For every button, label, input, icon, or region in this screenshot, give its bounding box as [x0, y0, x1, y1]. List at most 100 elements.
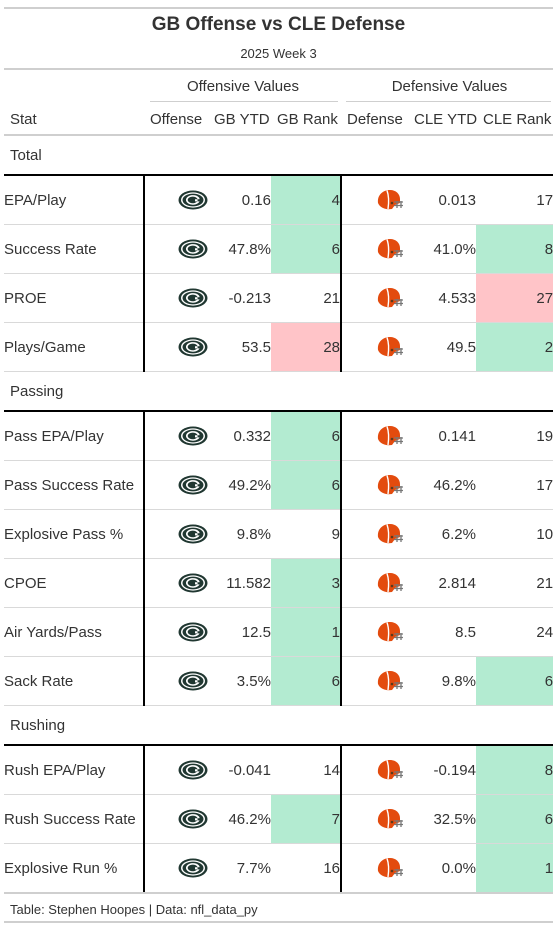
packers-logo-icon: [178, 337, 208, 357]
defense-logo-cell: [340, 794, 405, 844]
cle-ytd-value: 0.0%: [405, 843, 476, 894]
packers-logo-icon: [178, 858, 208, 878]
cle-ytd-value: 4.533: [405, 273, 476, 323]
offense-logo-cell: [143, 175, 208, 225]
cle-ytd-value: -0.194: [405, 745, 476, 795]
gb-ytd-value: 0.16: [208, 175, 271, 225]
header-rule: [4, 68, 553, 70]
cle-ytd-value: 2.814: [405, 558, 476, 608]
group-header-row: Passing: [4, 371, 554, 412]
cle-ytd-value: 0.141: [405, 411, 476, 461]
col-header-gb-ytd: GB YTD: [214, 111, 270, 128]
group-label: Total: [4, 136, 554, 176]
stat-name: Success Rate: [4, 224, 144, 274]
table-row: Pass Success Rate 49.2% 6 46.2% 17: [4, 460, 554, 510]
cle-rank-value: 21: [476, 558, 554, 608]
stat-name: Explosive Pass %: [4, 509, 144, 559]
stat-name: EPA/Play: [4, 175, 144, 225]
cle-rank-value: 8: [476, 224, 554, 274]
packers-logo-icon: [178, 190, 208, 210]
cle-rank-value: 10: [476, 509, 554, 559]
cle-rank-value: 2: [476, 322, 554, 372]
col-header-gb-rank: GB Rank: [277, 111, 338, 128]
gb-rank-value: 6: [271, 460, 341, 510]
defense-logo-cell: [340, 607, 405, 657]
gb-ytd-value: 0.332: [208, 411, 271, 461]
stat-name: Pass EPA/Play: [4, 411, 144, 461]
gb-rank-value: 3: [271, 558, 341, 608]
offense-logo-cell: [143, 843, 208, 894]
offense-logo-cell: [143, 745, 208, 795]
cle-ytd-value: 41.0%: [405, 224, 476, 274]
gb-ytd-value: 7.7%: [208, 843, 271, 894]
stat-name: Air Yards/Pass: [4, 607, 144, 657]
browns-helmet-icon: [377, 475, 403, 495]
gb-rank-value: 9: [271, 509, 341, 559]
browns-helmet-icon: [377, 524, 403, 544]
browns-helmet-icon: [377, 573, 403, 593]
col-header-cle-rank: CLE Rank: [483, 111, 552, 128]
cle-ytd-value: 9.8%: [405, 656, 476, 706]
cle-ytd-value: 49.5: [405, 322, 476, 372]
defense-logo-cell: [340, 322, 405, 372]
packers-logo-icon: [178, 239, 208, 259]
table-row: Explosive Run % 7.7% 16 0.0% 1: [4, 843, 554, 894]
packers-logo-icon: [178, 426, 208, 446]
column-header-rule: [4, 134, 553, 136]
table-source-note: Table: Stephen Hoopes | Data: nfl_data_p…: [10, 902, 258, 917]
packers-logo-icon: [178, 760, 208, 780]
cle-rank-value: 1: [476, 843, 554, 894]
table-row: Rush EPA/Play -0.041 14 -0.194 8: [4, 745, 554, 795]
offense-logo-cell: [143, 460, 208, 510]
gb-rank-value: 16: [271, 843, 341, 894]
col-header-stat: Stat: [10, 111, 37, 128]
cle-ytd-value: 0.013: [405, 175, 476, 225]
gb-ytd-value: 12.5: [208, 607, 271, 657]
stat-name: PROE: [4, 273, 144, 323]
table-row: Air Yards/Pass 12.5 1 8.5 24: [4, 607, 554, 657]
cle-ytd-value: 8.5: [405, 607, 476, 657]
browns-helmet-icon: [377, 671, 403, 691]
gb-rank-value: 7: [271, 794, 341, 844]
table-row: EPA/Play 0.16 4 0.013 17: [4, 175, 554, 225]
gb-rank-value: 6: [271, 411, 341, 461]
group-header-row: Rushing: [4, 705, 554, 746]
defense-logo-cell: [340, 558, 405, 608]
offense-logo-cell: [143, 656, 208, 706]
packers-logo-icon: [178, 573, 208, 593]
gb-ytd-value: -0.041: [208, 745, 271, 795]
defense-logo-cell: [340, 273, 405, 323]
defense-logo-cell: [340, 745, 405, 795]
browns-helmet-icon: [377, 239, 403, 259]
col-header-defense: Defense: [347, 111, 403, 128]
gb-rank-value: 4: [271, 175, 341, 225]
gb-rank-value: 6: [271, 224, 341, 274]
gb-rank-value: 1: [271, 607, 341, 657]
gb-ytd-value: 53.5: [208, 322, 271, 372]
browns-helmet-icon: [377, 858, 403, 878]
table-title: GB Offense vs CLE Defense: [151, 14, 406, 35]
stat-name: Plays/Game: [4, 322, 144, 372]
stat-name: Pass Success Rate: [4, 460, 144, 510]
gb-rank-value: 28: [271, 322, 341, 372]
cle-rank-value: 8: [476, 745, 554, 795]
cle-rank-value: 17: [476, 460, 554, 510]
packers-logo-icon: [178, 524, 208, 544]
browns-helmet-icon: [377, 190, 403, 210]
packers-logo-icon: [178, 475, 208, 495]
offense-logo-cell: [143, 607, 208, 657]
packers-logo-icon: [178, 671, 208, 691]
defense-logo-cell: [340, 460, 405, 510]
cle-rank-value: 27: [476, 273, 554, 323]
cle-ytd-value: 32.5%: [405, 794, 476, 844]
table-row: PROE -0.213 21 4.533 27: [4, 273, 554, 323]
top-rule: [4, 7, 553, 9]
table-subtitle: 2025 Week 3: [240, 46, 317, 61]
browns-helmet-icon: [377, 622, 403, 642]
table-row: CPOE 11.582 3 2.814 21: [4, 558, 554, 608]
stats-table: Total EPA/Play 0.16 4 0.013 17 Success Rate 47.…: [4, 136, 554, 894]
table-row: Explosive Pass % 9.8% 9 6.2% 10: [4, 509, 554, 559]
stat-name: Rush EPA/Play: [4, 745, 144, 795]
gb-rank-value: 14: [271, 745, 341, 795]
